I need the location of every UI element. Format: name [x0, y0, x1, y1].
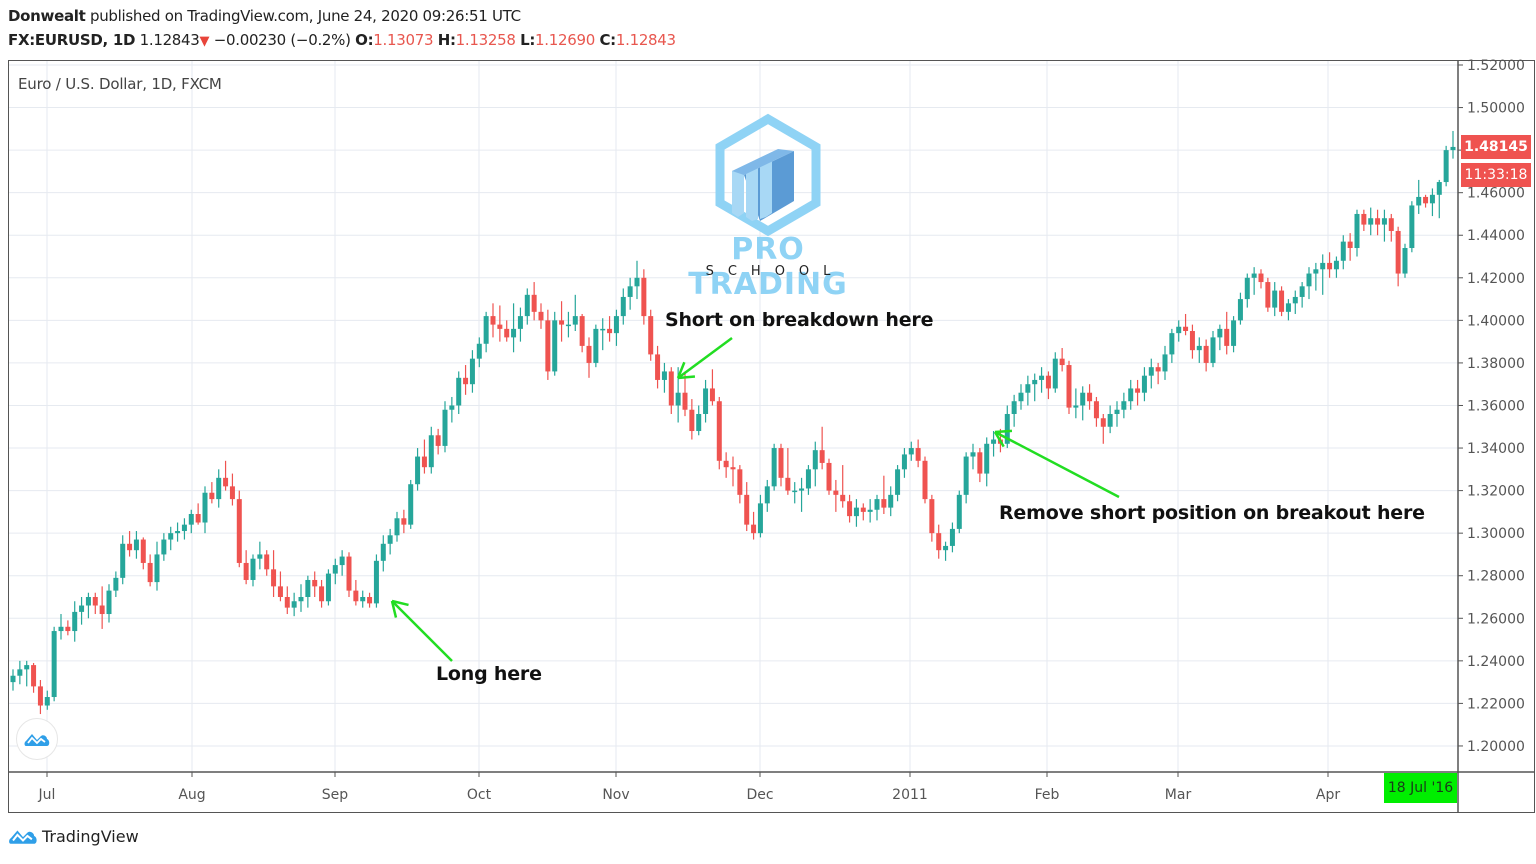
- pro-trading-school-logo-icon: [715, 113, 821, 237]
- tradingview-chart-logo[interactable]: [16, 718, 58, 760]
- svg-text:1.28000: 1.28000: [1467, 569, 1525, 585]
- high-value: 1.13258: [455, 31, 516, 49]
- last-price-tag: 1.48145: [1461, 135, 1531, 159]
- svg-text:Jul: Jul: [38, 787, 56, 803]
- logo-title: PRO TRADING: [688, 232, 848, 302]
- svg-text:Apr: Apr: [1316, 787, 1340, 803]
- chart-frame: [8, 60, 1535, 813]
- tradingview-footer[interactable]: TradingView: [8, 826, 139, 846]
- svg-text:Feb: Feb: [1035, 787, 1060, 803]
- published-text: published on TradingView.com, June 24, 2…: [89, 7, 521, 25]
- annotation-short: Short on breakdown here: [665, 309, 934, 331]
- low-value: 1.12690: [535, 31, 595, 49]
- svg-text:Mar: Mar: [1165, 787, 1192, 803]
- close-value: 1.12843: [615, 31, 676, 49]
- publish-info: Donwealt published on TradingView.com, J…: [8, 7, 521, 25]
- svg-text:1.32000: 1.32000: [1467, 484, 1525, 500]
- bar-countdown-tag: 11:33:18: [1461, 163, 1531, 187]
- annotation-long: Long here: [436, 663, 542, 685]
- svg-text:1.20000: 1.20000: [1467, 739, 1525, 755]
- high-label: H:: [437, 31, 456, 49]
- svg-text:1.44000: 1.44000: [1467, 228, 1525, 244]
- series-legend-title: Euro / U.S. Dollar, 1D, FXCM: [18, 75, 222, 93]
- low-label: L:: [520, 31, 536, 49]
- svg-text:1.24000: 1.24000: [1467, 654, 1525, 670]
- svg-text:1.46000: 1.46000: [1467, 186, 1525, 202]
- svg-text:1.52000: 1.52000: [1467, 58, 1525, 74]
- svg-text:1.40000: 1.40000: [1467, 313, 1525, 329]
- author-name: Donwealt: [8, 7, 86, 25]
- svg-text:Aug: Aug: [178, 787, 205, 803]
- svg-text:Dec: Dec: [746, 787, 773, 803]
- tradingview-cloud-icon: [24, 734, 50, 746]
- open-value: 1.13073: [373, 31, 434, 49]
- price-change: −0.00230 (−0.2%): [213, 31, 351, 49]
- annotation-remove-short: Remove short position on breakout here: [999, 502, 1425, 524]
- crosshair-date-tag: 18 Jul '16: [1384, 773, 1457, 803]
- svg-text:1.50000: 1.50000: [1467, 101, 1525, 117]
- svg-text:1.30000: 1.30000: [1467, 526, 1525, 542]
- symbol-ohlc-bar: FX:EURUSD, 1D 1.12843▼ −0.00230 (−0.2%) …: [8, 31, 676, 49]
- svg-text:1.36000: 1.36000: [1467, 398, 1525, 414]
- close-label: C:: [599, 31, 616, 49]
- open-label: O:: [355, 31, 374, 49]
- tradingview-cloud-icon: [9, 830, 37, 844]
- svg-text:Nov: Nov: [602, 787, 629, 803]
- logo-subtitle: SCHOOL: [705, 264, 845, 279]
- svg-text:1.42000: 1.42000: [1467, 271, 1525, 287]
- svg-text:1.26000: 1.26000: [1467, 611, 1525, 627]
- svg-text:1.22000: 1.22000: [1467, 696, 1525, 712]
- svg-text:Sep: Sep: [322, 787, 349, 803]
- down-triangle-icon: ▼: [199, 34, 210, 49]
- svg-text:1.38000: 1.38000: [1467, 356, 1525, 372]
- tradingview-brand: TradingView: [42, 826, 139, 846]
- svg-text:1.34000: 1.34000: [1467, 441, 1525, 457]
- svg-text:2011: 2011: [892, 787, 928, 803]
- symbol-label: FX:EURUSD, 1D: [8, 31, 136, 49]
- svg-text:Oct: Oct: [467, 787, 492, 803]
- last-price: 1.12843: [139, 31, 200, 49]
